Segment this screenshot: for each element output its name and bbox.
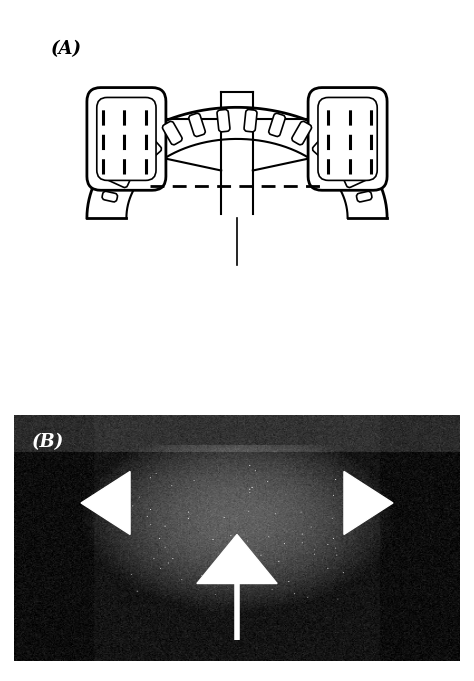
FancyBboxPatch shape <box>292 121 311 145</box>
Polygon shape <box>81 471 130 535</box>
FancyBboxPatch shape <box>120 148 144 171</box>
FancyBboxPatch shape <box>217 110 230 132</box>
FancyBboxPatch shape <box>102 191 118 202</box>
Text: (B): (B) <box>32 433 64 451</box>
FancyBboxPatch shape <box>330 148 354 171</box>
FancyBboxPatch shape <box>139 133 162 157</box>
FancyBboxPatch shape <box>308 88 387 190</box>
FancyBboxPatch shape <box>97 97 156 180</box>
FancyBboxPatch shape <box>356 191 372 202</box>
FancyBboxPatch shape <box>318 97 377 180</box>
FancyBboxPatch shape <box>244 110 257 132</box>
Text: (A): (A) <box>51 40 82 58</box>
FancyBboxPatch shape <box>312 133 335 157</box>
FancyBboxPatch shape <box>87 88 166 190</box>
FancyBboxPatch shape <box>163 121 182 145</box>
FancyBboxPatch shape <box>269 113 285 136</box>
Polygon shape <box>197 535 277 584</box>
FancyBboxPatch shape <box>106 167 131 187</box>
Polygon shape <box>344 471 393 535</box>
FancyBboxPatch shape <box>343 167 368 187</box>
FancyBboxPatch shape <box>189 113 205 136</box>
